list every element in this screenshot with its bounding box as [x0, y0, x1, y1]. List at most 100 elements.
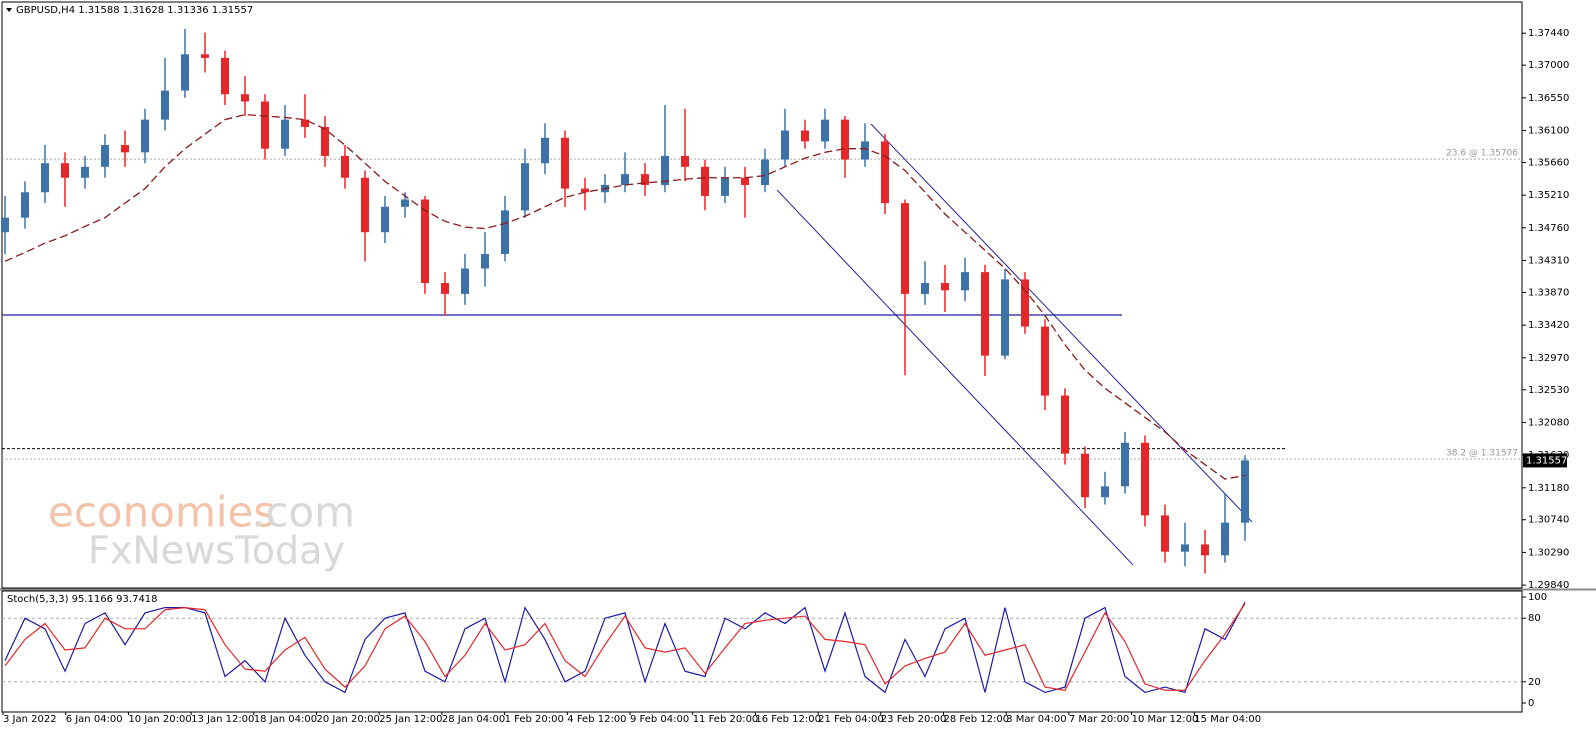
candle-body [181, 54, 189, 91]
candle-body [1, 217, 9, 233]
x-tick-label: 23 Feb 20:00 [881, 714, 947, 725]
candle-body [381, 206, 389, 233]
x-tick-label: 28 Jan 04:00 [442, 714, 505, 725]
candle-body [521, 163, 529, 211]
candle-body [741, 177, 749, 185]
x-tick-label: 18 Jan 04:00 [254, 714, 317, 725]
x-tick-label: 6 Jan 04:00 [66, 714, 123, 725]
watermark-com: .com [252, 488, 355, 537]
x-tick-label: 16 Feb 12:00 [755, 714, 821, 725]
candle-body [801, 130, 809, 142]
candle-body [41, 163, 49, 193]
candle-body [821, 119, 829, 142]
candle-body [541, 137, 549, 164]
candle-body [441, 283, 449, 294]
y-tick-label: 1.34760 [1528, 223, 1569, 234]
candle-body [201, 54, 209, 58]
stoch-line [4, 601, 1246, 694]
candle-body [21, 192, 29, 218]
y-tick-label: 1.30740 [1528, 515, 1569, 526]
candle-body [341, 155, 349, 178]
y-tick-label: 1.34310 [1528, 256, 1569, 267]
candle-body [321, 126, 329, 156]
x-tick-label: 15 Mar 04:00 [1194, 714, 1261, 725]
x-tick-label: 13 Jan 12:00 [191, 714, 254, 725]
candle-body [221, 57, 229, 95]
menu-arrow[interactable] [6, 8, 12, 12]
candle-body [1061, 395, 1069, 454]
y-tick-label: 1.35660 [1528, 157, 1569, 168]
candle-body [1121, 442, 1129, 487]
y-tick-label: 1.36100 [1528, 126, 1569, 137]
candle-body [1021, 279, 1029, 327]
candle-body [1201, 544, 1209, 556]
candle-body [681, 155, 689, 167]
y-tick-label: 100 [1528, 592, 1547, 603]
candle-body [101, 145, 109, 167]
candle-body [241, 94, 249, 102]
candle-body [261, 101, 269, 149]
x-tick-label: 20 Jan 20:00 [317, 714, 380, 725]
candle-body [1041, 326, 1049, 396]
x-tick-label: 21 Feb 04:00 [818, 714, 884, 725]
price-label: 1.31557 [1526, 455, 1567, 466]
x-tick-label: 7 Mar 20:00 [1069, 714, 1129, 725]
candle-body [721, 177, 729, 196]
watermark-fx: FxNewsToday [88, 529, 345, 573]
y-tick-label: 80 [1528, 613, 1541, 624]
channel-line [776, 189, 1134, 566]
candle-body [981, 272, 989, 356]
stoch-line [4, 603, 1246, 691]
candle-body [121, 145, 129, 153]
candle-body [1181, 544, 1189, 552]
channel-line [870, 123, 1253, 523]
x-tick-label: 9 Feb 04:00 [630, 714, 689, 725]
candle-body [881, 141, 889, 204]
candle-body [581, 188, 589, 193]
candle-body [1161, 515, 1169, 552]
y-tick-label: 1.30290 [1528, 547, 1569, 558]
candle-body [1001, 279, 1009, 356]
candle-body [761, 159, 769, 185]
candle-body [61, 163, 69, 178]
candle-body [861, 141, 869, 160]
y-tick-label: 1.32080 [1528, 417, 1569, 428]
stoch-header: Stoch(5,3,3) 95.1166 93.7418 [7, 594, 158, 605]
candle-body [1081, 453, 1089, 498]
candle-body [941, 283, 949, 291]
candle-body [1101, 486, 1109, 498]
candle-body [1241, 460, 1249, 523]
candle-body [281, 119, 289, 149]
x-tick-label: 4 Feb 12:00 [567, 714, 626, 725]
candle-body [1221, 522, 1229, 556]
x-tick-label: 3 Jan 2022 [3, 714, 57, 725]
candle-body [141, 119, 149, 153]
y-tick-label: 0 [1528, 698, 1534, 709]
candle-body [481, 253, 489, 269]
main-frame [1, 1, 1523, 589]
candle-body [301, 119, 309, 127]
x-tick-label: 11 Feb 20:00 [693, 714, 759, 725]
y-tick-label: 1.37440 [1528, 28, 1569, 39]
symbol-header: GBPUSD,H4 1.31588 1.31628 1.31336 1.3155… [16, 5, 253, 16]
candle-body [621, 174, 629, 185]
candle-body [81, 166, 89, 178]
candle-body [1141, 442, 1149, 516]
candle-body [361, 177, 369, 233]
x-tick-label: 28 Feb 12:00 [944, 714, 1010, 725]
y-tick-label: 1.33870 [1528, 287, 1569, 298]
candle-body [161, 90, 169, 120]
fib-label: 38.2 @ 1.31577 [1446, 448, 1518, 458]
y-tick-label: 1.36550 [1528, 93, 1569, 104]
watermark-main: economies [48, 488, 275, 537]
candle-body [421, 199, 429, 284]
fib-label: 23.6 @ 1.35706 [1446, 149, 1518, 159]
candle-body [641, 174, 649, 185]
x-tick-label: 25 Jan 12:00 [379, 714, 442, 725]
moving-average [4, 113, 1246, 480]
price-box [1523, 453, 1567, 468]
y-tick-label: 20 [1528, 677, 1541, 688]
y-tick-label: 1.37000 [1528, 60, 1569, 71]
